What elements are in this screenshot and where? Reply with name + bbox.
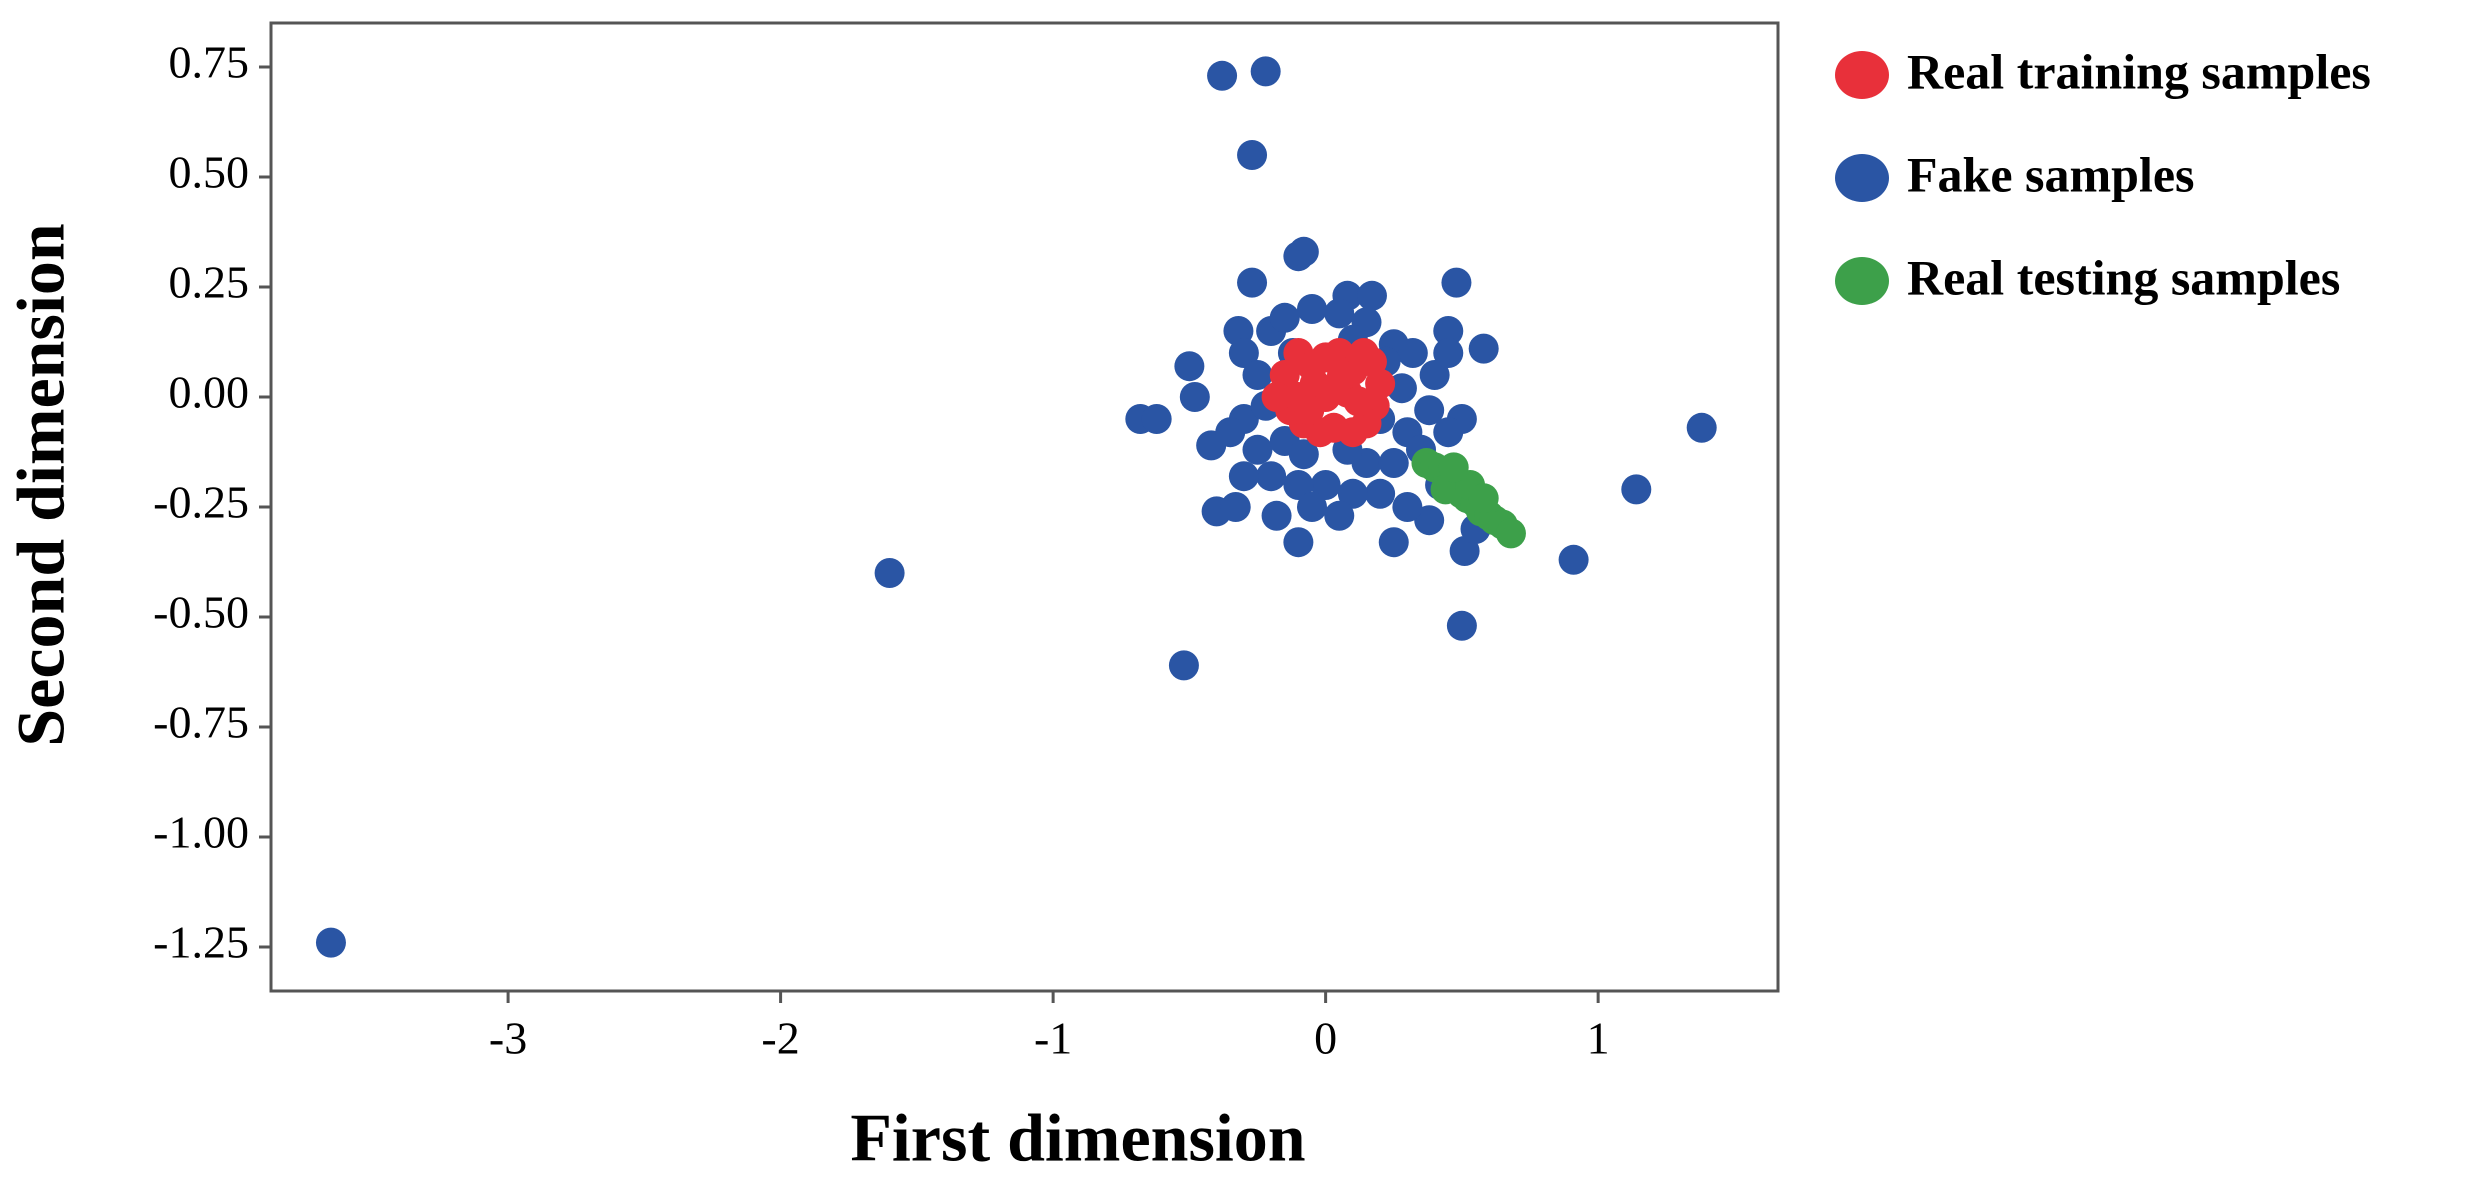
legend-marker <box>1835 257 1889 305</box>
y-tick-label: 0.00 <box>169 367 250 418</box>
x-axis-title: First dimension <box>850 1100 1305 1176</box>
y-tick-label: -0.75 <box>153 697 249 748</box>
point <box>1686 412 1717 443</box>
y-tick-label: 0.75 <box>169 37 250 88</box>
point <box>1446 610 1477 641</box>
point <box>1237 140 1268 170</box>
point <box>1414 505 1445 536</box>
point <box>1228 338 1259 368</box>
point <box>1433 316 1464 346</box>
point <box>1365 478 1396 509</box>
point <box>1397 338 1428 368</box>
x-tick-label: -2 <box>761 1013 799 1064</box>
point <box>1242 360 1273 390</box>
point <box>1558 544 1589 575</box>
point <box>1179 382 1210 412</box>
point <box>1294 395 1325 426</box>
point <box>1324 500 1355 531</box>
point <box>1310 470 1341 500</box>
point <box>1438 452 1469 483</box>
point <box>1433 338 1464 368</box>
x-tick-label: 0 <box>1314 1013 1337 1064</box>
y-axis-title: Second dimension <box>3 223 79 746</box>
y-tick-label: -1.25 <box>153 917 249 968</box>
legend-label: Fake samples <box>1907 146 2195 202</box>
point <box>1174 351 1205 382</box>
point <box>1207 60 1238 91</box>
point <box>1324 298 1355 329</box>
point <box>1288 236 1319 267</box>
y-tick-label: -1.00 <box>153 807 249 858</box>
point <box>1261 500 1292 531</box>
x-tick-label: 1 <box>1587 1013 1610 1064</box>
legend-label: Real testing samples <box>1907 249 2340 305</box>
point <box>1468 483 1499 514</box>
point <box>1419 360 1450 390</box>
point <box>1256 461 1287 492</box>
point <box>1283 527 1314 558</box>
x-tick-label: -3 <box>489 1013 527 1064</box>
point <box>1441 267 1472 298</box>
point <box>1297 492 1328 522</box>
x-tick-label: -1 <box>1034 1013 1072 1064</box>
point <box>1621 474 1652 505</box>
point <box>1220 492 1251 522</box>
point <box>1343 386 1374 417</box>
point <box>1378 448 1409 478</box>
point <box>1348 338 1379 368</box>
point <box>1433 417 1464 448</box>
point <box>1237 267 1268 298</box>
y-tick-label: -0.50 <box>153 587 249 638</box>
point <box>1468 333 1499 364</box>
y-tick-label: 0.50 <box>169 147 250 198</box>
point <box>1141 404 1172 434</box>
y-tick-label: 0.25 <box>169 257 250 308</box>
point <box>1228 461 1259 492</box>
point <box>1288 439 1319 470</box>
point <box>1326 360 1357 390</box>
point <box>874 558 905 588</box>
point <box>1283 470 1314 500</box>
point <box>1242 434 1273 465</box>
point <box>1299 368 1330 399</box>
point <box>1495 518 1526 549</box>
point <box>1356 280 1387 311</box>
point <box>1414 395 1445 426</box>
y-tick-label: -0.25 <box>153 477 249 528</box>
legend-marker <box>1835 51 1889 99</box>
point <box>315 927 346 958</box>
point <box>1269 302 1300 333</box>
plot-frame <box>269 21 1780 993</box>
point <box>1250 56 1281 87</box>
point <box>1297 294 1328 324</box>
point <box>1168 650 1199 681</box>
point <box>1337 478 1368 509</box>
legend-label: Real training samples <box>1907 43 2371 99</box>
point <box>1215 417 1246 448</box>
point <box>1392 492 1423 522</box>
point <box>1378 527 1409 558</box>
point <box>1261 382 1292 412</box>
legend-marker <box>1835 154 1889 202</box>
